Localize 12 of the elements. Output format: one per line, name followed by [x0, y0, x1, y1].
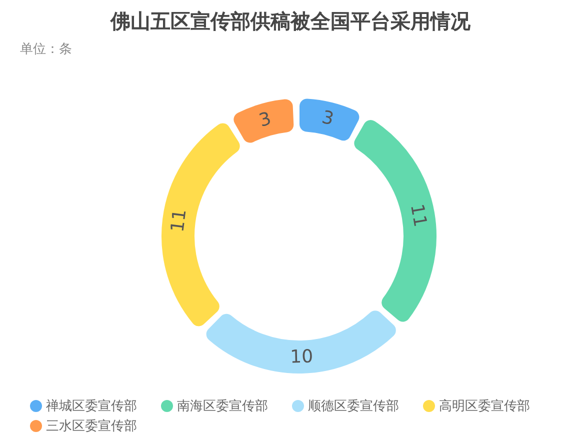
data-label: 11	[167, 208, 191, 234]
legend-label: 高明区委宣传部	[439, 399, 530, 414]
legend-label: 南海区委宣传部	[177, 399, 268, 414]
data-label: 3	[256, 108, 274, 132]
data-label: 11	[406, 202, 431, 229]
chart-title: 佛山五区宣传部供稿被全国平台采用情况	[109, 8, 472, 35]
legend-label: 三水区委宣传部	[46, 419, 137, 434]
legend-label: 顺德区委宣传部	[308, 399, 399, 414]
legend-label: 禅城区委宣传部	[46, 399, 137, 414]
chart-subtitle: 单位：条	[20, 41, 72, 58]
data-label: 10	[290, 346, 314, 368]
data-label: 3	[320, 106, 336, 130]
